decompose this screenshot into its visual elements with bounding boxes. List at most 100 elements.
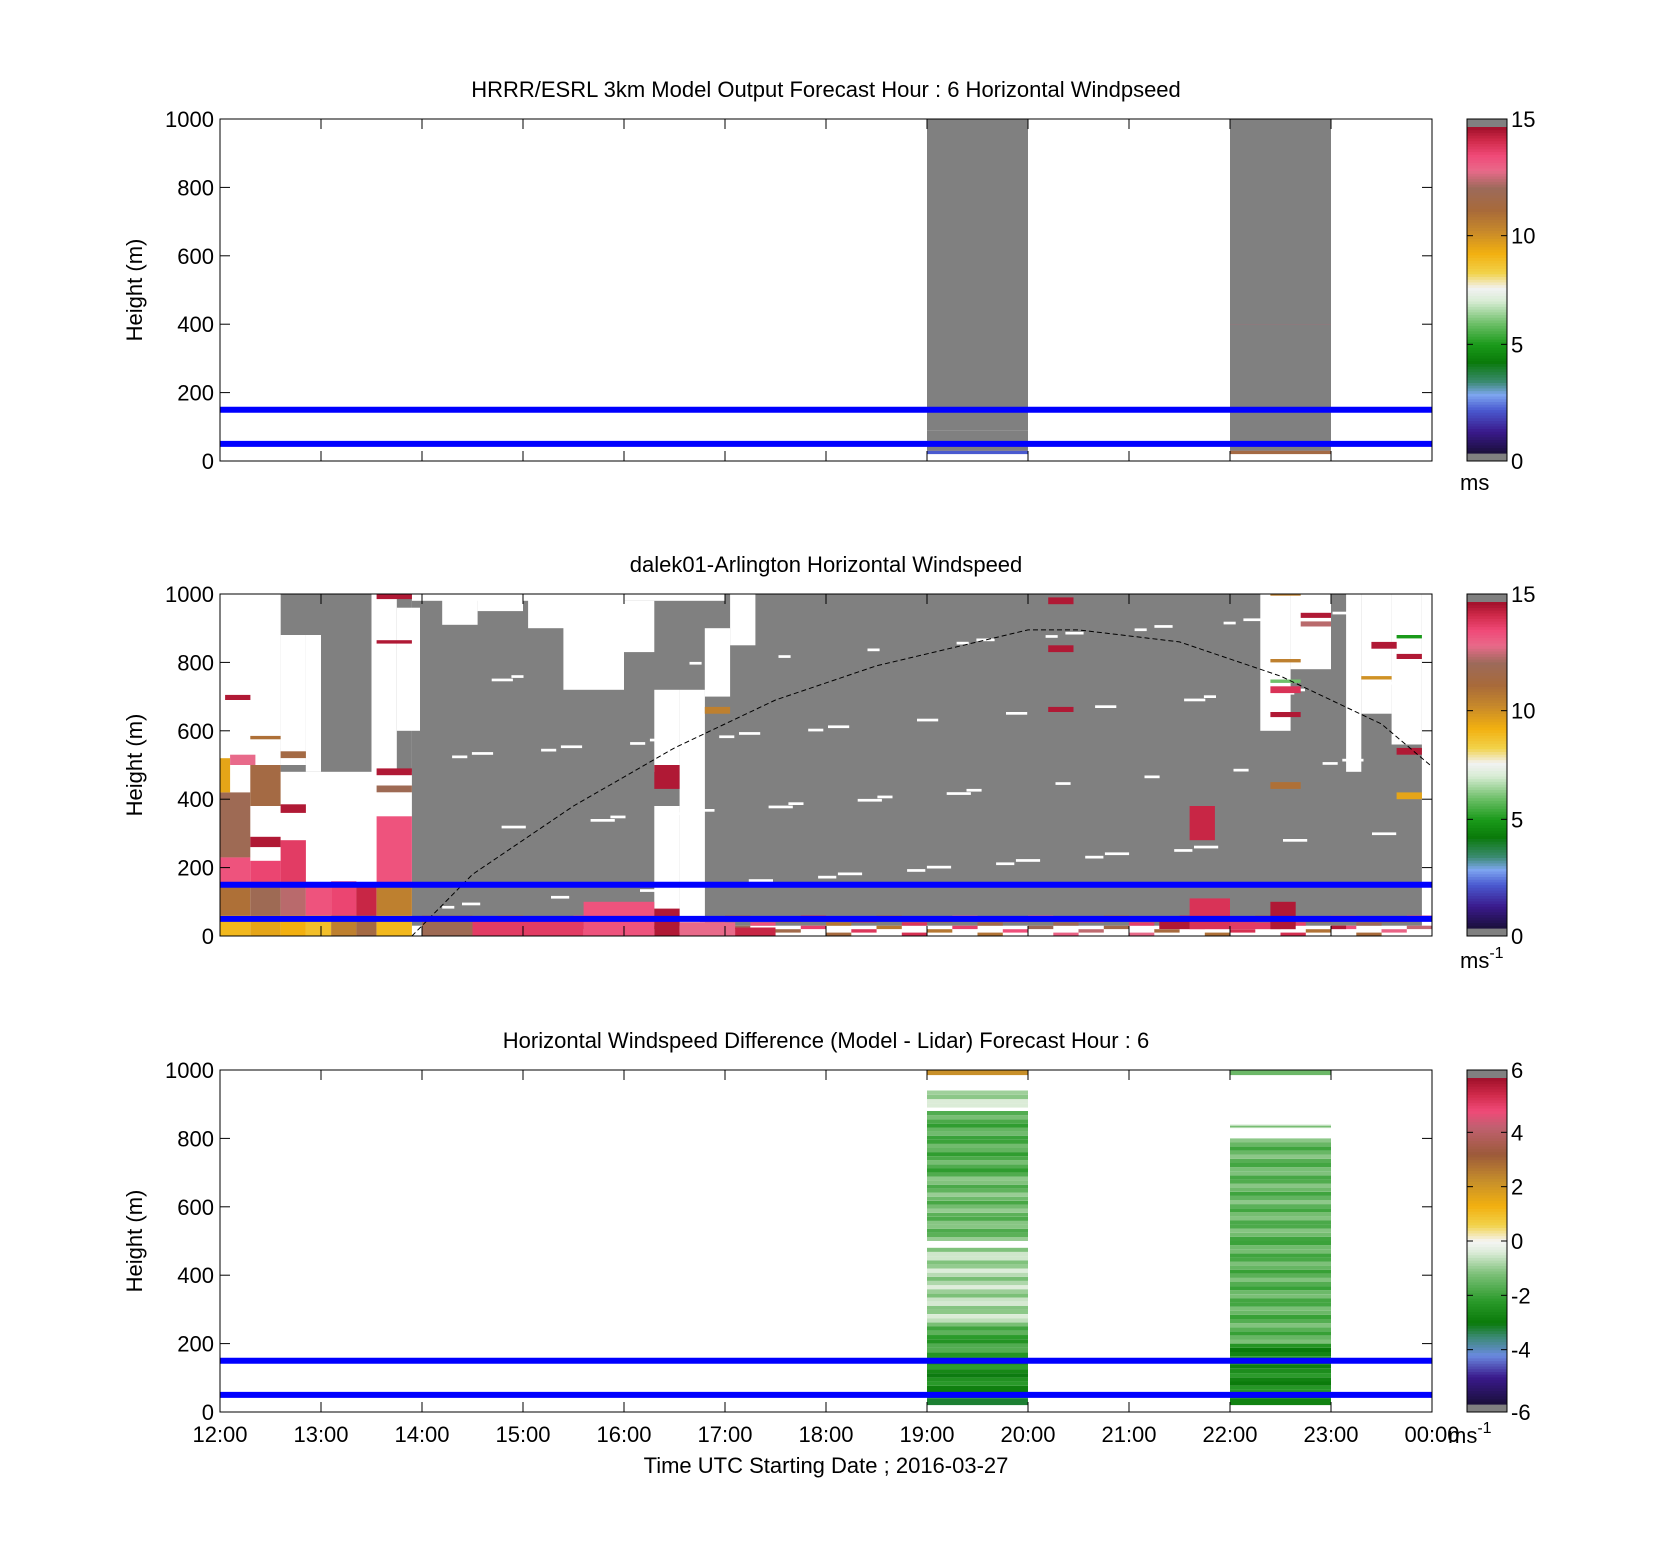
colorbar-step	[1467, 1306, 1507, 1310]
colorbar-step	[1467, 1254, 1507, 1258]
colorbar-step	[1467, 797, 1507, 801]
colorbar-step	[1467, 135, 1507, 139]
colorbar-over	[1467, 594, 1507, 602]
y-tick-label: 200	[177, 856, 214, 881]
lidar-dropout	[768, 805, 793, 809]
x-tick-label: 16:00	[596, 1422, 651, 1447]
colorbar-step	[1467, 262, 1507, 267]
colorbar-step	[1467, 401, 1507, 405]
colorbar-step	[1467, 338, 1507, 343]
heatmap-cell	[1154, 929, 1180, 933]
lidar-dropout	[1134, 628, 1147, 632]
colorbar-step	[1467, 368, 1507, 373]
colorbar-step	[1467, 887, 1507, 891]
heatmap-cell	[1230, 1310, 1331, 1315]
colorbar-step	[1467, 295, 1507, 299]
colorbar-step	[1467, 238, 1507, 242]
colorbar-under	[1467, 928, 1507, 936]
heatmap-cell	[952, 925, 978, 930]
lidar-white-gap	[1391, 594, 1422, 745]
heatmap-cell	[927, 1160, 1028, 1165]
colorbar-step	[1467, 1105, 1507, 1109]
colorbar-step	[1467, 300, 1507, 305]
heatmap-cell	[927, 1127, 1028, 1132]
heatmap-cell	[927, 1224, 1028, 1229]
model-column-gray	[927, 430, 1028, 451]
colorbar-step	[1467, 393, 1507, 397]
colorbar-step	[1467, 317, 1507, 321]
colorbar-step	[1467, 637, 1507, 641]
heatmap-cell	[927, 1256, 1028, 1261]
colorbar-step	[1467, 417, 1507, 421]
colorbar-step	[1467, 813, 1507, 818]
colorbar-step	[1467, 868, 1507, 872]
lidar-dropout	[462, 902, 481, 906]
lidar-dropout	[917, 718, 939, 722]
colorbar-step	[1467, 1178, 1507, 1182]
x-axis-label: Time UTC Starting Date ; 2016-03-27	[644, 1453, 1009, 1478]
colorbar-step	[1467, 648, 1507, 652]
heatmap-cell	[775, 929, 801, 933]
y-tick-label: 600	[177, 1195, 214, 1220]
colorbar-step	[1467, 1338, 1507, 1343]
heatmap-cell	[654, 908, 680, 936]
heatmap-cell	[1230, 1331, 1331, 1336]
colorbar-step	[1467, 618, 1507, 622]
colorbar-step	[1467, 854, 1507, 858]
colorbar-step	[1467, 634, 1507, 638]
colorbar-step	[1467, 650, 1507, 655]
colorbar-step	[1467, 735, 1507, 739]
heatmap-cell	[1129, 922, 1155, 926]
colorbar-tick-label: 4	[1511, 1120, 1523, 1145]
lidar-dropout	[867, 648, 880, 652]
colorbar-step	[1467, 1164, 1507, 1169]
panel-1-ylabel: Height (m)	[122, 239, 147, 342]
heatmap-cell	[800, 925, 827, 930]
colorbar-step	[1467, 835, 1507, 839]
heatmap-cell	[1053, 932, 1079, 936]
colorbar-step	[1467, 846, 1507, 850]
colorbar-step	[1467, 1211, 1507, 1215]
colorbar-step	[1467, 860, 1507, 864]
panel-3-title: Horizontal Windspeed Difference (Model -…	[503, 1028, 1149, 1053]
colorbar-step	[1467, 170, 1507, 174]
heatmap-cell	[1048, 645, 1074, 653]
panel-model-windspeed: HRRR/ESRL 3km Model Output Forecast Hour…	[122, 77, 1535, 495]
colorbar-step	[1467, 740, 1507, 744]
lidar-dropout	[857, 798, 882, 802]
lidar-dropout	[1332, 611, 1351, 615]
colorbar-step	[1467, 1273, 1507, 1277]
colorbar-step	[1467, 219, 1507, 223]
heatmap-cell	[1230, 1150, 1331, 1155]
colorbar-step	[1467, 645, 1507, 649]
heatmap-cell	[280, 751, 306, 759]
heatmap-cell	[1230, 1339, 1331, 1344]
lidar-white-gap	[730, 594, 756, 646]
colorbar-step	[1467, 743, 1507, 747]
heatmap-cell	[927, 1373, 1028, 1378]
heatmap-cell	[1230, 1373, 1331, 1378]
colorbar-step	[1467, 194, 1507, 199]
colorbar-step	[1467, 447, 1507, 451]
colorbar-step	[1467, 1213, 1507, 1218]
heatmap-cell	[735, 927, 776, 936]
heatmap-cell	[826, 922, 852, 926]
colorbar-step	[1467, 192, 1507, 196]
colorbar-step	[1467, 1162, 1507, 1166]
lidar-white-gap	[477, 599, 523, 612]
heatmap-cell	[927, 1347, 1028, 1353]
heatmap-cell	[1230, 1335, 1331, 1340]
heatmap-cell	[927, 1385, 1028, 1390]
lidar-dropout	[471, 752, 494, 755]
heatmap-cell	[1230, 1282, 1331, 1287]
colorbar-step	[1467, 1295, 1507, 1299]
colorbar-step	[1467, 792, 1507, 796]
y-tick-label: 800	[177, 1126, 214, 1151]
lidar-dropout	[511, 675, 524, 678]
heatmap-cell	[1230, 1364, 1331, 1369]
heatmap-cell	[927, 1314, 1028, 1319]
colorbar-step	[1467, 756, 1507, 761]
colorbar-step	[1467, 273, 1507, 278]
colorbar-step	[1467, 672, 1507, 676]
heatmap-cell	[1331, 925, 1347, 930]
